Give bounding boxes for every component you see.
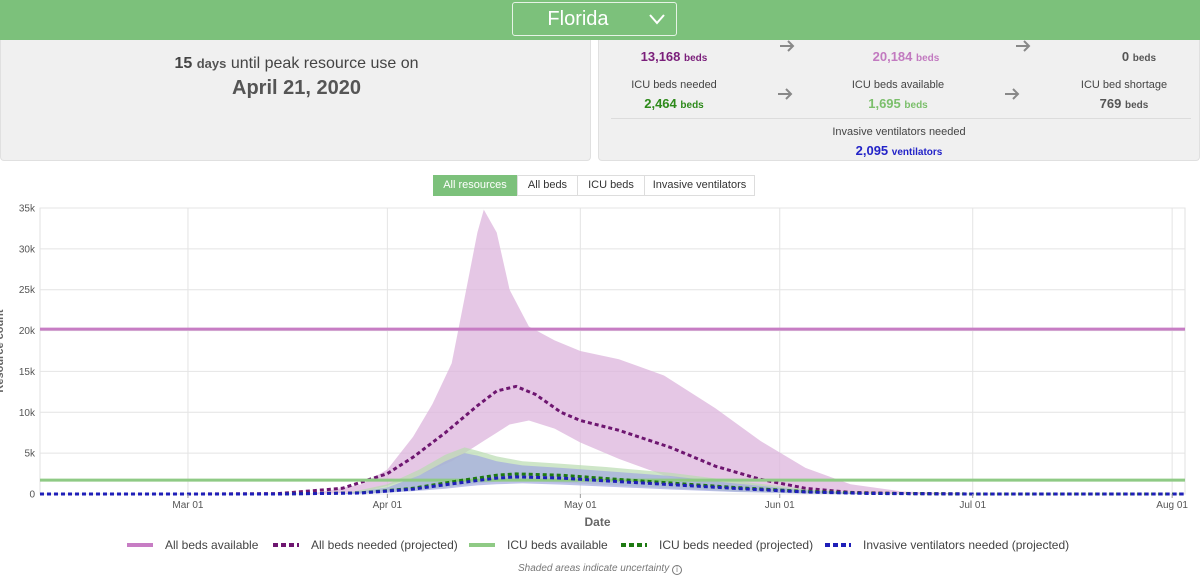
x-tick-label: Jul 01 [959, 500, 986, 511]
stat-ventilators: Invasive ventilators needed 2,095 ventil… [799, 126, 999, 158]
peak-countdown: 15 days until peak resource use on [1, 55, 592, 73]
info-icon[interactable]: i [672, 565, 682, 575]
y-tick-label: 30k [19, 244, 36, 255]
uncertainty-note: Shaded areas indicate uncertainty i [0, 563, 1200, 575]
stat-icu-needed-label: ICU beds needed [631, 79, 717, 91]
uncertainty-note-text: Shaded areas indicate uncertainty [518, 563, 670, 574]
toggle-all-resources[interactable]: All resources [433, 175, 517, 196]
series-line [40, 475, 1185, 496]
stat-icu-needed: ICU beds needed 2,464 beds [599, 79, 749, 111]
legend-label: ICU beds available [507, 538, 608, 552]
toggle-icu-beds[interactable]: ICU beds [577, 175, 645, 196]
arrow-right-icon [780, 40, 795, 52]
toggle-all-beds[interactable]: All beds [517, 175, 578, 196]
legend-swatch [127, 543, 153, 547]
x-tick-label: Mar 01 [172, 500, 204, 511]
legend-label: ICU beds needed (projected) [659, 538, 814, 552]
chart-axes: 0 5k 10k 15k 20k 25k 30k 35k Mar 01 Apr 01 May 01 J… [0, 204, 1188, 530]
chevron-down-icon [649, 14, 665, 25]
top-bar: Florida [0, 0, 1200, 40]
legend-label: Invasive ventilators needed (projected) [863, 538, 1070, 552]
chart-legend: All beds available All beds needed (proj… [0, 537, 1200, 553]
x-axis-label: Date [584, 515, 610, 529]
legend-item-ventilators-needed[interactable]: Invasive ventilators needed (projected) [825, 537, 1069, 553]
peak-card: 15 days until peak resource use on April… [0, 40, 591, 161]
stat-icu-shortage-label: ICU bed shortage [1080, 79, 1168, 91]
legend-item-all-beds-needed[interactable]: All beds needed (projected) [273, 537, 458, 553]
x-tick-label: Apr 01 [373, 500, 403, 511]
stat-ventilators-label: Invasive ventilators needed [832, 126, 966, 138]
stat-beds-available-value: 20,184 [872, 49, 913, 64]
legend-swatch [273, 543, 299, 547]
legend-swatch [825, 543, 851, 547]
stat-icu-available-label: ICU beds available [851, 79, 945, 91]
stat-icu-needed-value: 2,464 [644, 96, 677, 111]
peak-text: until peak resource use on [230, 55, 419, 72]
legend-swatch [469, 543, 495, 547]
stat-icu-shortage: ICU bed shortage 769 beds [1054, 79, 1194, 111]
stat-icu-available: ICU beds available 1,695 beds [823, 79, 973, 111]
x-tick-label: May 01 [564, 500, 597, 511]
stat-ventilators-value: 2,095 [855, 143, 889, 158]
stat-beds-shortage: 0 beds [1089, 32, 1189, 64]
arrow-right-icon [778, 88, 793, 100]
peak-days-unit: days [196, 56, 227, 71]
stat-icu-available-unit: beds [904, 100, 928, 111]
series-lines [40, 327, 1185, 496]
stat-beds-needed: 13,168 beds [599, 32, 749, 64]
y-tick-label: 0 [29, 490, 35, 501]
x-tick-label: Jun 01 [765, 500, 795, 511]
stat-beds-available: 20,184 beds [831, 32, 981, 64]
legend-label: All beds needed (projected) [311, 538, 458, 552]
peak-date: April 21, 2020 [232, 77, 361, 99]
stat-beds-shortage-value: 0 [1121, 49, 1130, 64]
y-tick-label: 35k [19, 204, 36, 215]
legend-label: All beds available [165, 538, 259, 552]
y-tick-label: 5k [24, 449, 36, 460]
peak-days: 15 [174, 55, 193, 72]
stat-icu-available-value: 1,695 [868, 96, 901, 111]
y-tick-label: 15k [19, 367, 36, 378]
stat-beds-available-unit: beds [916, 53, 940, 64]
x-tick-label: Aug 01 [1156, 500, 1188, 511]
stat-beds-needed-value: 13,168 [640, 49, 681, 64]
uncertainty-band [342, 453, 870, 494]
stat-beds-shortage-unit: beds [1132, 53, 1157, 64]
arrow-right-icon [1016, 40, 1031, 52]
stat-icu-shortage-value: 769 [1099, 96, 1122, 111]
y-tick-label: 20k [19, 326, 36, 337]
uncertainty-bands [310, 209, 973, 494]
uncertainty-band [310, 209, 973, 494]
resource-chart: 0 5k 10k 15k 20k 25k 30k 35k Mar 01 Apr 01 May 01 J… [0, 204, 1188, 530]
stat-icu-shortage-unit: beds [1124, 100, 1149, 111]
legend-swatch [621, 543, 647, 547]
arrow-right-icon [1005, 88, 1020, 100]
resource-stats-card: 13,168 beds 20,184 beds 0 beds ICU beds … [598, 40, 1200, 161]
y-tick-label: 25k [19, 285, 36, 296]
legend-item-all-beds-available[interactable]: All beds available [127, 537, 258, 553]
state-select[interactable]: Florida [512, 2, 677, 36]
stats-divider [611, 118, 1191, 119]
state-select-value: Florida [547, 8, 609, 30]
y-axis-label: Resource count [0, 309, 6, 392]
stat-beds-needed-unit: beds [684, 53, 708, 64]
stat-ventilators-unit: ventilators [891, 147, 943, 158]
legend-item-icu-beds-needed[interactable]: ICU beds needed (projected) [621, 537, 813, 553]
toggle-invasive-ventilators[interactable]: Invasive ventilators [644, 175, 755, 196]
legend-item-icu-beds-available[interactable]: ICU beds available [469, 537, 608, 553]
y-tick-label: 10k [19, 408, 36, 419]
stat-icu-needed-unit: beds [680, 100, 704, 111]
